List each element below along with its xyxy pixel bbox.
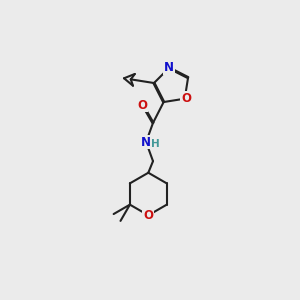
Text: N: N: [141, 136, 151, 148]
Text: N: N: [164, 61, 174, 74]
Text: H: H: [151, 139, 160, 148]
Text: O: O: [181, 92, 191, 105]
Text: O: O: [137, 99, 147, 112]
Text: O: O: [143, 209, 153, 222]
